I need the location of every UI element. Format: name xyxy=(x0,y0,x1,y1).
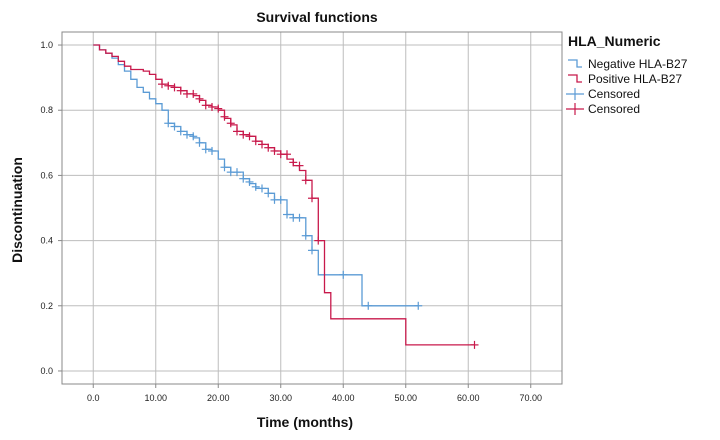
censored-mark xyxy=(220,163,229,172)
x-tick-label: 50.00 xyxy=(394,393,417,403)
censored-mark xyxy=(308,246,316,255)
censored-mark xyxy=(176,127,185,136)
y-tick-label: 0.0 xyxy=(40,366,53,376)
y-tick-label: 0.4 xyxy=(40,236,53,246)
censored-mark xyxy=(226,119,235,128)
censored-mark xyxy=(245,177,254,186)
legend-step-swatch xyxy=(568,74,582,83)
censored-mark xyxy=(208,146,216,155)
censored-mark xyxy=(270,146,279,155)
censored-mark xyxy=(189,89,198,98)
y-axis-title: Discontinuation xyxy=(9,157,25,263)
censored-mark xyxy=(233,168,241,177)
censored-mark xyxy=(170,122,179,131)
censored-mark xyxy=(301,176,310,185)
censored-mark xyxy=(233,127,241,136)
x-tick-label: 70.00 xyxy=(519,393,542,403)
x-tick-label: 0.0 xyxy=(87,393,100,403)
x-tick-label: 20.00 xyxy=(207,393,230,403)
censored-mark xyxy=(251,137,260,146)
censored-mark xyxy=(339,270,348,279)
x-axis-title: Time (months) xyxy=(257,414,353,430)
x-tick-label: 40.00 xyxy=(332,393,355,403)
legend-step-swatch xyxy=(568,59,582,68)
censored-mark xyxy=(239,130,248,139)
legend-label: Positive HLA-B27 xyxy=(588,72,682,86)
censored-mark xyxy=(276,195,285,204)
censored-mark xyxy=(364,301,373,310)
censored-mark xyxy=(201,145,210,154)
y-tick-label: 0.6 xyxy=(40,170,53,180)
censored-mark xyxy=(195,94,204,103)
legend-title: HLA_Numeric xyxy=(568,33,661,49)
censored-mark xyxy=(189,132,198,141)
censored-mark xyxy=(208,102,216,111)
censored-mark xyxy=(295,161,304,170)
censored-mark xyxy=(164,119,173,128)
censored-mark xyxy=(164,81,173,90)
censored-mark xyxy=(470,340,479,349)
censored-mark xyxy=(170,83,179,92)
x-tick-label: 10.00 xyxy=(144,393,167,403)
censored-mark xyxy=(251,182,260,191)
legend-item: Censored xyxy=(566,87,640,101)
censored-mark xyxy=(258,140,266,149)
y-tick-label: 0.8 xyxy=(40,105,53,115)
axis-ticks: 0.0 0.2 0.4 0.6 0.8 1.0 0.0 10.00 20.00 30.00 40.0… xyxy=(40,40,542,403)
censored-mark xyxy=(283,150,291,159)
plot-area-frame xyxy=(61,31,563,385)
censored-mark xyxy=(214,104,223,113)
legend-label: Censored xyxy=(588,87,640,101)
censored-mark xyxy=(220,112,229,121)
censored-mark xyxy=(295,213,304,222)
censored-mark xyxy=(201,101,210,110)
censored-mark xyxy=(264,189,273,198)
censored-mark xyxy=(314,236,323,245)
censored-mark xyxy=(245,132,254,141)
y-tick-label: 0.2 xyxy=(40,301,53,311)
censored-mark xyxy=(308,194,316,203)
censored-mark xyxy=(301,231,310,240)
legend-item: Censored xyxy=(566,102,640,116)
censored-mark xyxy=(158,80,166,89)
survival-curve-positive-hla-b27 xyxy=(93,44,475,346)
censored-mark xyxy=(258,184,266,193)
series-layer xyxy=(93,44,479,349)
legend-plus-swatch xyxy=(566,103,584,115)
censored-mark xyxy=(183,130,191,139)
censored-mark xyxy=(283,210,291,219)
legend-label: Censored xyxy=(588,102,640,116)
x-tick-label: 60.00 xyxy=(457,393,480,403)
x-tick-label: 30.00 xyxy=(269,393,292,403)
censored-mark xyxy=(195,138,204,147)
censored-mark xyxy=(239,174,248,183)
censored-mark xyxy=(289,158,298,167)
chart-title: Survival functions xyxy=(256,9,378,25)
legend-item: Negative HLA-B27 xyxy=(568,57,688,71)
censored-mark xyxy=(264,143,273,152)
legend-item: Positive HLA-B27 xyxy=(568,72,682,86)
legend-plus-swatch xyxy=(566,88,584,100)
censored-mark xyxy=(176,86,185,95)
y-tick-label: 1.0 xyxy=(40,40,53,50)
legend-label: Negative HLA-B27 xyxy=(588,57,688,71)
censored-mark xyxy=(414,301,423,310)
